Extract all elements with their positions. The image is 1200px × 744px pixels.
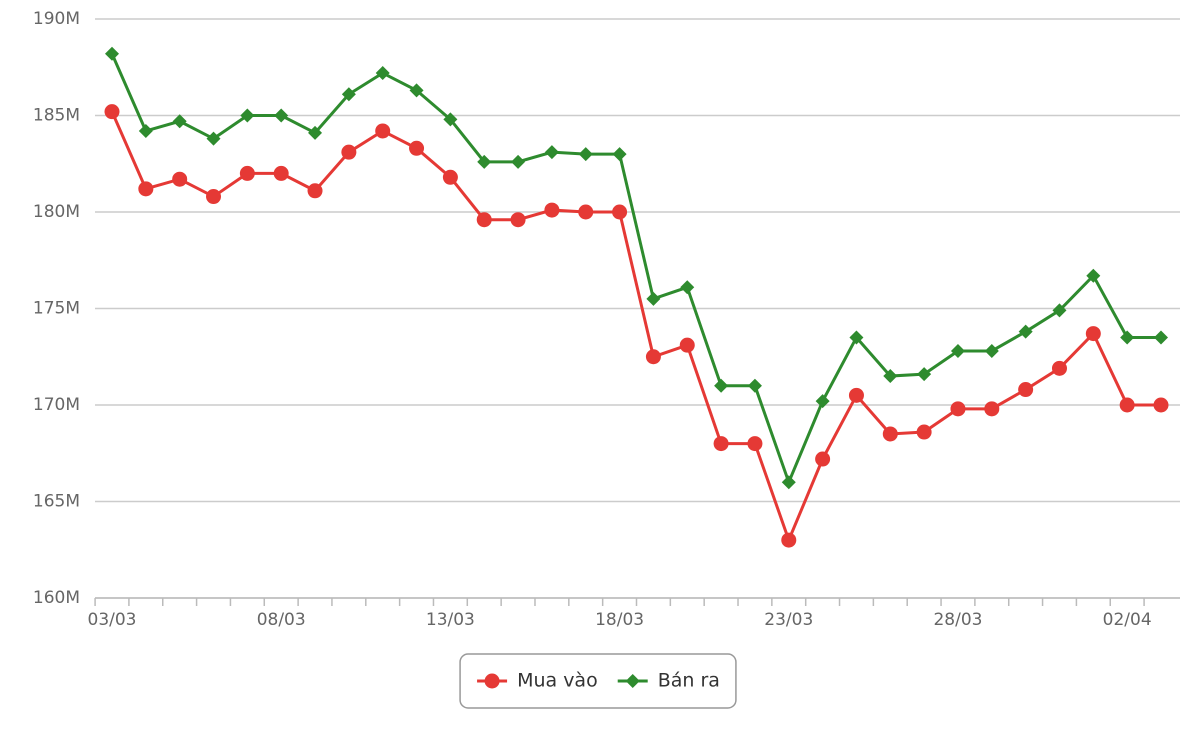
series-line <box>110 111 1161 545</box>
y-tick-label: 180M <box>33 202 80 222</box>
data-point <box>484 673 500 689</box>
data-point <box>105 46 119 61</box>
data-point <box>274 108 289 123</box>
data-point <box>138 123 153 138</box>
data-point <box>747 436 763 452</box>
data-point <box>206 189 222 205</box>
data-point <box>544 145 559 160</box>
data-point <box>578 147 593 162</box>
legend-box <box>459 653 737 709</box>
data-point <box>680 280 695 295</box>
data-point <box>950 343 965 358</box>
x-tick-label: 18/03 <box>595 610 644 630</box>
data-point <box>882 426 898 442</box>
y-tick-label: 190M <box>33 9 80 29</box>
data-point <box>713 436 729 452</box>
data-point <box>375 66 390 81</box>
data-point <box>240 108 255 123</box>
data-point <box>104 104 120 120</box>
data-point <box>239 165 255 181</box>
data-point <box>308 125 323 140</box>
data-point <box>747 378 762 393</box>
y-tick-label: 185M <box>33 106 80 126</box>
data-point <box>645 349 661 365</box>
data-point <box>476 212 492 228</box>
data-point <box>848 387 864 403</box>
data-point <box>409 140 425 156</box>
data-point <box>1018 382 1034 398</box>
y-tick-label: 165M <box>33 492 80 512</box>
y-tick-label: 170M <box>33 395 80 415</box>
legend-label: Mua vào <box>517 670 598 692</box>
data-point <box>172 114 187 129</box>
data-point <box>849 330 864 345</box>
data-point <box>612 147 627 162</box>
data-point <box>307 183 323 199</box>
data-point <box>1153 397 1169 413</box>
legend-label: Bán ra <box>658 670 720 692</box>
data-point <box>1085 326 1101 342</box>
data-point <box>625 674 640 688</box>
data-point <box>544 202 560 218</box>
data-point <box>916 424 932 440</box>
data-point <box>443 112 458 127</box>
data-point <box>646 291 661 306</box>
data-point <box>510 212 526 228</box>
data-point <box>1154 330 1168 345</box>
x-tick-label: 28/03 <box>933 610 982 630</box>
data-point <box>984 401 1000 417</box>
legend: Mua vào Bán ra <box>459 653 737 709</box>
data-point <box>477 154 492 169</box>
data-point <box>679 337 695 353</box>
data-point <box>612 204 628 220</box>
data-point <box>1018 324 1033 339</box>
y-tick-label: 175M <box>33 299 80 319</box>
series-line <box>110 53 1161 487</box>
data-point <box>984 343 999 358</box>
data-point <box>409 83 424 98</box>
data-point <box>1119 397 1135 413</box>
data-point <box>917 367 932 382</box>
data-point <box>578 204 594 220</box>
data-point <box>714 378 729 393</box>
data-point <box>1086 268 1101 283</box>
data-point <box>375 123 391 139</box>
data-point <box>883 369 898 384</box>
x-tick-label: 23/03 <box>764 610 813 630</box>
x-tick-label: 03/03 <box>88 610 137 630</box>
x-tick-label: 13/03 <box>426 610 475 630</box>
x-tick-label: 08/03 <box>257 610 306 630</box>
data-point <box>1051 360 1067 376</box>
data-point <box>815 451 831 467</box>
x-tick-label: 02/04 <box>1103 610 1152 630</box>
data-point <box>781 475 796 490</box>
data-point <box>1052 303 1067 318</box>
data-point <box>442 169 458 185</box>
data-point <box>950 401 966 417</box>
data-point <box>172 171 188 187</box>
y-tick-label: 160M <box>33 588 80 608</box>
data-point <box>273 165 289 181</box>
data-point <box>815 394 830 409</box>
data-point <box>341 144 357 160</box>
data-point <box>781 532 797 548</box>
data-point <box>206 131 221 146</box>
data-point <box>341 87 356 102</box>
data-point <box>1120 330 1135 345</box>
data-point <box>138 181 154 197</box>
data-point <box>511 154 526 169</box>
